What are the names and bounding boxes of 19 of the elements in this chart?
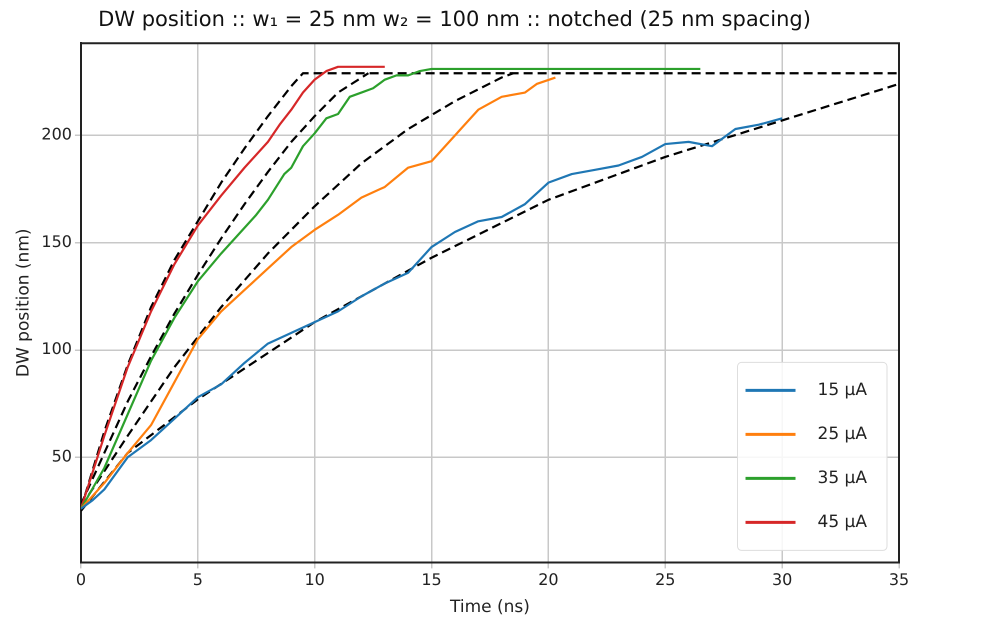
y-tick-label: 50 [52,446,72,466]
legend-label: 45 μA [818,512,868,532]
y-tick-label: 150 [41,232,72,251]
x-tick-label: 35 [888,570,910,590]
y-tick-label: 100 [41,339,72,358]
y-axis-title: DW position (nm) [14,228,34,378]
legend-label: 15 μA [818,380,868,400]
x-tick-label: 15 [421,570,442,590]
chart-title: DW position :: w₁ = 25 nm w₂ = 100 nm :: notched (25 nm spacing) [98,7,811,32]
x-tick-label: 0 [76,570,86,590]
x-tick-label: 20 [538,570,559,590]
legend-label: 25 μA [818,424,868,444]
x-tick-label: 25 [655,570,676,590]
legend-label: 35 μA [818,468,868,488]
x-axis-title: Time (ns) [449,597,530,618]
x-tick-label: 30 [772,570,792,590]
y-tick-label: 200 [41,124,72,144]
x-tick-label: 5 [192,570,203,590]
x-tick-label: 10 [304,570,325,590]
